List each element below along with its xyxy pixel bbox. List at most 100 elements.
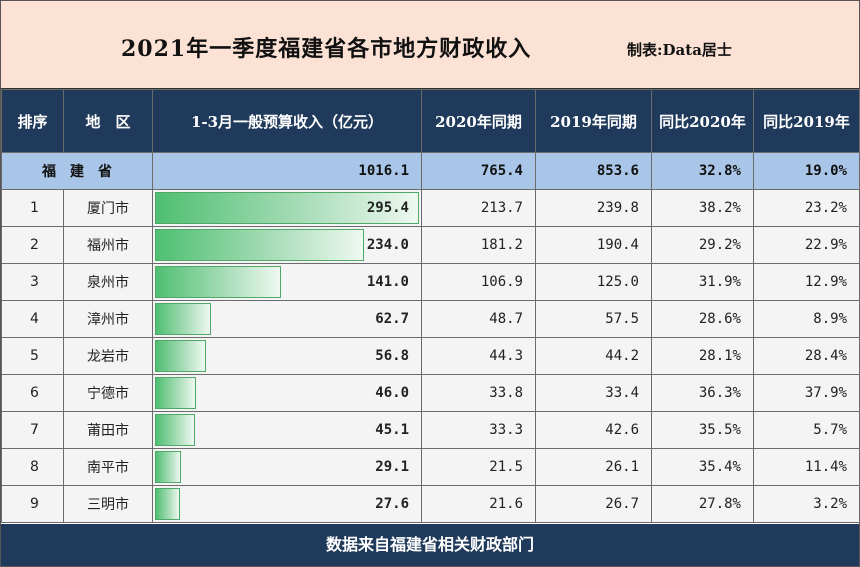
value-2019-cell: 239.8 bbox=[536, 190, 652, 227]
revenue-2021-cell: 46.0 bbox=[153, 375, 422, 412]
city-cell: 莆田市 bbox=[64, 412, 153, 449]
city-cell: 厦门市 bbox=[64, 190, 153, 227]
revenue-2021-cell: 29.1 bbox=[153, 449, 422, 486]
rank-cell: 9 bbox=[2, 486, 64, 523]
table-row: 1 厦门市 295.4 213.7 239.8 38.2% 23.2% bbox=[2, 190, 860, 227]
yoy-2019-cell: 12.9% bbox=[754, 264, 860, 301]
table-row: 7 莆田市 45.1 33.3 42.6 35.5% 5.7% bbox=[2, 412, 860, 449]
total-yoy-2019: 19.0% bbox=[754, 153, 860, 190]
total-2019: 853.6 bbox=[536, 153, 652, 190]
yoy-2019-cell: 3.2% bbox=[754, 486, 860, 523]
yoy-2019-cell: 23.2% bbox=[754, 190, 860, 227]
rank-cell: 5 bbox=[2, 338, 64, 375]
city-cell: 宁德市 bbox=[64, 375, 153, 412]
yoy-2019-cell: 11.4% bbox=[754, 449, 860, 486]
revenue-table: 排序 地 区 1-3月一般预算收入（亿元） 2020年同期 2019年同期 同比… bbox=[1, 89, 860, 523]
table-row: 5 龙岩市 56.8 44.3 44.2 28.1% 28.4% bbox=[2, 338, 860, 375]
city-cell: 龙岩市 bbox=[64, 338, 153, 375]
revenue-2021-value: 29.1 bbox=[153, 449, 421, 485]
value-2019-cell: 33.4 bbox=[536, 375, 652, 412]
value-2019-cell: 26.7 bbox=[536, 486, 652, 523]
total-row: 福建省 1016.1 765.4 853.6 32.8% 19.0% bbox=[2, 153, 860, 190]
yoy-2020-cell: 35.4% bbox=[652, 449, 754, 486]
revenue-2021-value: 56.8 bbox=[153, 338, 421, 374]
yoy-2019-cell: 37.9% bbox=[754, 375, 860, 412]
yoy-2019-cell: 22.9% bbox=[754, 227, 860, 264]
yoy-2020-cell: 31.9% bbox=[652, 264, 754, 301]
rank-cell: 3 bbox=[2, 264, 64, 301]
rank-cell: 8 bbox=[2, 449, 64, 486]
revenue-2021-value: 27.6 bbox=[153, 486, 421, 522]
revenue-2021-cell: 141.0 bbox=[153, 264, 422, 301]
value-2019-cell: 125.0 bbox=[536, 264, 652, 301]
table-row: 2 福州市 234.0 181.2 190.4 29.2% 22.9% bbox=[2, 227, 860, 264]
value-2020-cell: 44.3 bbox=[422, 338, 536, 375]
revenue-2021-value: 234.0 bbox=[153, 227, 421, 263]
city-cell: 漳州市 bbox=[64, 301, 153, 338]
value-2020-cell: 181.2 bbox=[422, 227, 536, 264]
page-title: 2021年一季度福建省各市地方财政收入 bbox=[121, 31, 531, 63]
revenue-2021-cell: 45.1 bbox=[153, 412, 422, 449]
value-2020-cell: 33.8 bbox=[422, 375, 536, 412]
value-2019-cell: 57.5 bbox=[536, 301, 652, 338]
table-row: 9 三明市 27.6 21.6 26.7 27.8% 3.2% bbox=[2, 486, 860, 523]
value-2020-cell: 213.7 bbox=[422, 190, 536, 227]
source-footer: 数据来自福建省相关财政部门 bbox=[1, 524, 859, 566]
rank-cell: 1 bbox=[2, 190, 64, 227]
total-2021: 1016.1 bbox=[153, 153, 422, 190]
table-row: 3 泉州市 141.0 106.9 125.0 31.9% 12.9% bbox=[2, 264, 860, 301]
value-2019-cell: 42.6 bbox=[536, 412, 652, 449]
title-bar: 2021年一季度福建省各市地方财政收入 制表:Data居士 bbox=[1, 1, 859, 89]
yoy-2019-cell: 28.4% bbox=[754, 338, 860, 375]
yoy-2019-cell: 5.7% bbox=[754, 412, 860, 449]
value-2019-cell: 44.2 bbox=[536, 338, 652, 375]
yoy-2020-cell: 28.6% bbox=[652, 301, 754, 338]
table-row: 4 漳州市 62.7 48.7 57.5 28.6% 8.9% bbox=[2, 301, 860, 338]
total-yoy-2020: 32.8% bbox=[652, 153, 754, 190]
header-region: 地 区 bbox=[64, 90, 153, 153]
table-row: 6 宁德市 46.0 33.8 33.4 36.3% 37.9% bbox=[2, 375, 860, 412]
revenue-2021-cell: 295.4 bbox=[153, 190, 422, 227]
value-2020-cell: 106.9 bbox=[422, 264, 536, 301]
yoy-2019-cell: 8.9% bbox=[754, 301, 860, 338]
value-2019-cell: 190.4 bbox=[536, 227, 652, 264]
value-2020-cell: 21.6 bbox=[422, 486, 536, 523]
table-row: 8 南平市 29.1 21.5 26.1 35.4% 11.4% bbox=[2, 449, 860, 486]
value-2020-cell: 48.7 bbox=[422, 301, 536, 338]
rank-cell: 6 bbox=[2, 375, 64, 412]
total-name: 福建省 bbox=[2, 153, 153, 190]
yoy-2020-cell: 29.2% bbox=[652, 227, 754, 264]
rank-cell: 7 bbox=[2, 412, 64, 449]
revenue-2021-value: 62.7 bbox=[153, 301, 421, 337]
revenue-2021-cell: 27.6 bbox=[153, 486, 422, 523]
city-cell: 三明市 bbox=[64, 486, 153, 523]
city-cell: 南平市 bbox=[64, 449, 153, 486]
revenue-2021-cell: 62.7 bbox=[153, 301, 422, 338]
value-2019-cell: 26.1 bbox=[536, 449, 652, 486]
rank-cell: 2 bbox=[2, 227, 64, 264]
header-rank: 排序 bbox=[2, 90, 64, 153]
yoy-2020-cell: 35.5% bbox=[652, 412, 754, 449]
header-row: 排序 地 区 1-3月一般预算收入（亿元） 2020年同期 2019年同期 同比… bbox=[2, 90, 860, 153]
revenue-2021-value: 295.4 bbox=[153, 190, 421, 226]
header-yoy-2020: 同比2020年 bbox=[652, 90, 754, 153]
header-revenue-2021: 1-3月一般预算收入（亿元） bbox=[153, 90, 422, 153]
total-2020: 765.4 bbox=[422, 153, 536, 190]
header-2020: 2020年同期 bbox=[422, 90, 536, 153]
header-yoy-2019: 同比2019年 bbox=[754, 90, 860, 153]
yoy-2020-cell: 28.1% bbox=[652, 338, 754, 375]
value-2020-cell: 33.3 bbox=[422, 412, 536, 449]
yoy-2020-cell: 27.8% bbox=[652, 486, 754, 523]
revenue-2021-value: 46.0 bbox=[153, 375, 421, 411]
header-2019: 2019年同期 bbox=[536, 90, 652, 153]
yoy-2020-cell: 36.3% bbox=[652, 375, 754, 412]
revenue-2021-value: 45.1 bbox=[153, 412, 421, 448]
rank-cell: 4 bbox=[2, 301, 64, 338]
yoy-2020-cell: 38.2% bbox=[652, 190, 754, 227]
revenue-2021-cell: 234.0 bbox=[153, 227, 422, 264]
value-2020-cell: 21.5 bbox=[422, 449, 536, 486]
revenue-2021-cell: 56.8 bbox=[153, 338, 422, 375]
revenue-2021-value: 141.0 bbox=[153, 264, 421, 300]
city-cell: 福州市 bbox=[64, 227, 153, 264]
